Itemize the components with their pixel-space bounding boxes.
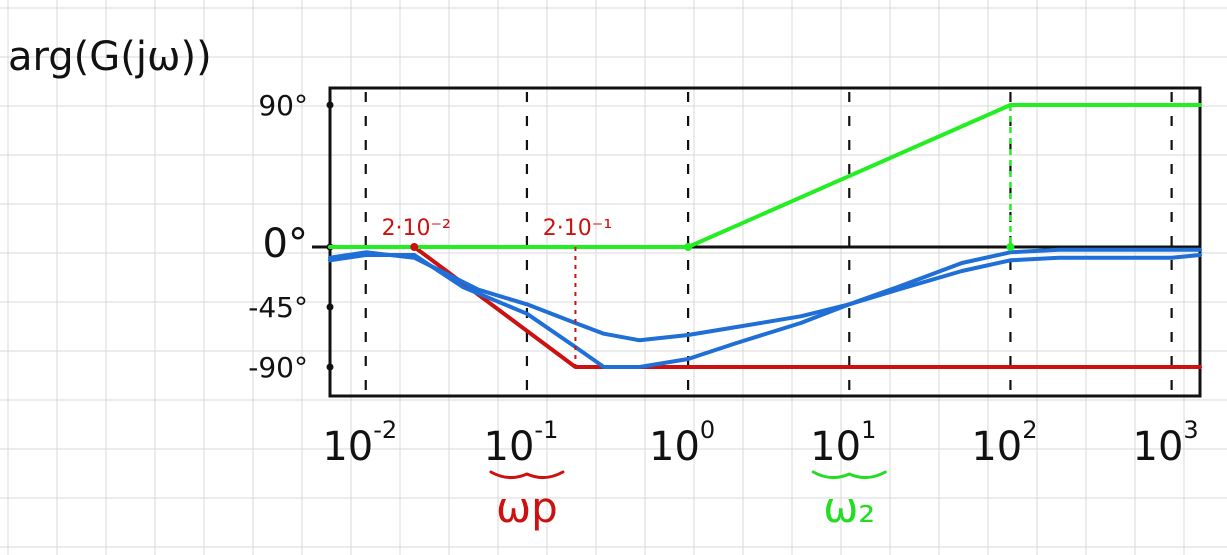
y-tick-label: -90° — [248, 351, 308, 384]
x-tick-label: 10-1 — [484, 416, 559, 470]
series-line-0 — [328, 245, 1202, 369]
series-layer — [328, 103, 1202, 369]
breakpoint-annotation: 2·10⁻² — [382, 216, 451, 241]
series-line-1 — [328, 103, 1202, 249]
red-break-dot — [410, 243, 419, 251]
brace-label: ωp — [496, 483, 558, 532]
x-tick-label: 100 — [649, 416, 715, 470]
y-axis-label: arg(G(jω)) — [8, 34, 212, 80]
y-tick-label: 90° — [258, 89, 308, 122]
labels-layer: 90° 0° -45° -90° 10-2 10-1 100 101 102 103 arg(G(j… — [8, 34, 1199, 532]
x-tick-label: 103 — [1133, 416, 1199, 470]
x-tick-label: 101 — [810, 416, 876, 470]
y-tick-mark — [326, 363, 334, 371]
breakpoint-annotation: 2·10⁻¹ — [543, 216, 612, 241]
axes-layer — [312, 86, 1202, 398]
series-line-3 — [328, 247, 1202, 369]
y-tick-mark — [326, 303, 334, 311]
x-tick-label: 10-2 — [322, 416, 397, 470]
plot-frame — [328, 86, 1202, 398]
y-tick-label: 0° — [263, 221, 308, 267]
brace-label: ω₂ — [823, 483, 875, 532]
series-line-2 — [328, 250, 1202, 343]
green-break-dot — [1006, 243, 1015, 251]
brace — [811, 470, 887, 479]
brace — [489, 470, 565, 479]
y-tick-mark — [326, 101, 334, 109]
y-tick-label: -45° — [248, 291, 308, 324]
x-tick-label: 102 — [971, 416, 1037, 470]
green-break-dot — [684, 243, 693, 251]
